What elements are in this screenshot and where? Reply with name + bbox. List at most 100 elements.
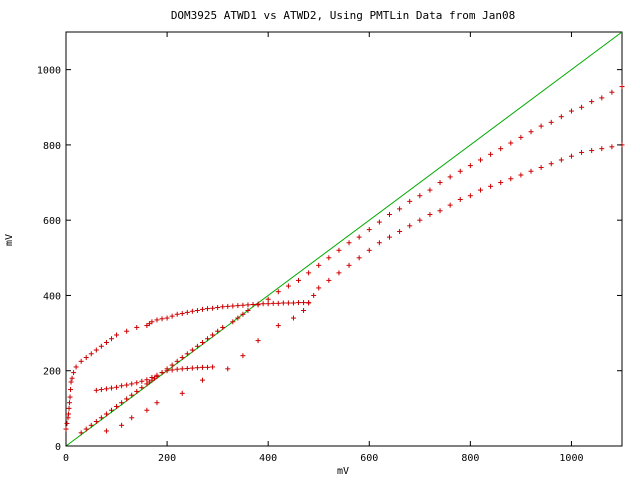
data-point bbox=[68, 379, 74, 385]
data-point bbox=[240, 302, 246, 308]
x-tick-label: 1000 bbox=[559, 453, 583, 464]
data-point bbox=[134, 324, 140, 330]
data-point bbox=[275, 323, 281, 329]
reference-line bbox=[65, 31, 623, 447]
data-point bbox=[149, 319, 155, 325]
data-point bbox=[376, 240, 382, 246]
x-tick-label: 800 bbox=[461, 453, 479, 464]
data-point bbox=[124, 382, 130, 388]
data-point bbox=[215, 328, 221, 334]
data-point bbox=[599, 146, 605, 152]
data-point bbox=[609, 144, 615, 150]
data-point bbox=[144, 323, 150, 329]
x-tick-label: 200 bbox=[158, 453, 176, 464]
data-point bbox=[290, 300, 296, 306]
data-point bbox=[189, 308, 195, 314]
data-point bbox=[146, 379, 152, 385]
data-point bbox=[316, 262, 322, 268]
data-point bbox=[129, 381, 135, 387]
data-point bbox=[98, 343, 104, 349]
data-point bbox=[98, 387, 104, 393]
data-point bbox=[457, 168, 463, 174]
data-point bbox=[65, 415, 71, 421]
data-point bbox=[88, 422, 94, 428]
data-point bbox=[498, 146, 504, 152]
data-point bbox=[427, 187, 433, 193]
data-point bbox=[205, 364, 211, 370]
data-point bbox=[63, 426, 69, 432]
data-point bbox=[225, 366, 231, 372]
data-point bbox=[290, 315, 296, 321]
data-point bbox=[558, 114, 564, 120]
data-point bbox=[134, 380, 140, 386]
data-point bbox=[149, 375, 155, 381]
data-point bbox=[386, 234, 392, 240]
data-point bbox=[447, 174, 453, 180]
data-point bbox=[619, 84, 625, 90]
data-point bbox=[103, 340, 109, 345]
data-point bbox=[568, 153, 574, 159]
data-point bbox=[129, 415, 135, 421]
data-point bbox=[447, 202, 453, 208]
data-point bbox=[83, 355, 89, 361]
data-point bbox=[199, 306, 205, 312]
data-point bbox=[498, 180, 504, 186]
data-point bbox=[114, 332, 120, 338]
data-point bbox=[78, 358, 84, 364]
data-point bbox=[538, 123, 544, 129]
y-tick-label: 600 bbox=[43, 216, 61, 227]
data-point bbox=[275, 289, 281, 295]
data-point bbox=[457, 196, 463, 202]
data-point bbox=[488, 151, 494, 157]
data-point bbox=[129, 392, 135, 398]
data-point bbox=[346, 262, 352, 268]
data-point bbox=[285, 300, 291, 306]
data-point bbox=[174, 311, 180, 317]
data-point bbox=[528, 168, 534, 174]
data-point bbox=[68, 387, 74, 393]
data-point bbox=[235, 303, 241, 309]
data-point bbox=[609, 89, 615, 95]
data-point bbox=[397, 206, 403, 212]
y-tick-label: 0 bbox=[55, 442, 61, 453]
data-point bbox=[144, 377, 150, 383]
data-point bbox=[119, 383, 125, 389]
data-point bbox=[114, 403, 120, 409]
chart-title: DOM3925 ATWD1 vs ATWD2, Using PMTLin Dat… bbox=[171, 9, 515, 22]
data-point bbox=[71, 370, 77, 376]
data-point bbox=[174, 366, 180, 372]
data-point bbox=[427, 212, 433, 218]
data-point bbox=[589, 148, 595, 154]
data-point bbox=[508, 176, 514, 182]
data-point bbox=[114, 384, 120, 390]
data-point bbox=[164, 315, 170, 321]
axis-layer: 0 200 400 600 800 1000 0 200 400 600 800 1000 bbox=[37, 32, 622, 464]
data-point bbox=[205, 306, 211, 312]
x-tick-label: 400 bbox=[259, 453, 277, 464]
data-point bbox=[139, 378, 145, 384]
data-point bbox=[189, 365, 195, 371]
data-point bbox=[199, 340, 205, 345]
data-point bbox=[518, 134, 524, 140]
data-point bbox=[108, 336, 114, 342]
data-point bbox=[154, 400, 160, 406]
data-point bbox=[124, 328, 130, 334]
data-point bbox=[301, 308, 307, 314]
data-point bbox=[220, 324, 226, 330]
data-point bbox=[164, 368, 170, 374]
plot-frame bbox=[65, 31, 623, 447]
data-point bbox=[548, 119, 554, 125]
data-point bbox=[336, 247, 342, 253]
data-point bbox=[301, 300, 307, 306]
data-point bbox=[311, 292, 317, 298]
data-point bbox=[528, 129, 534, 135]
data-point bbox=[437, 180, 443, 186]
data-point bbox=[579, 149, 585, 155]
data-point bbox=[67, 400, 73, 406]
plot-area bbox=[65, 31, 623, 447]
y-tick-label: 800 bbox=[43, 141, 61, 152]
data-point bbox=[179, 355, 185, 361]
data-point bbox=[134, 388, 140, 394]
data-point bbox=[205, 336, 211, 342]
